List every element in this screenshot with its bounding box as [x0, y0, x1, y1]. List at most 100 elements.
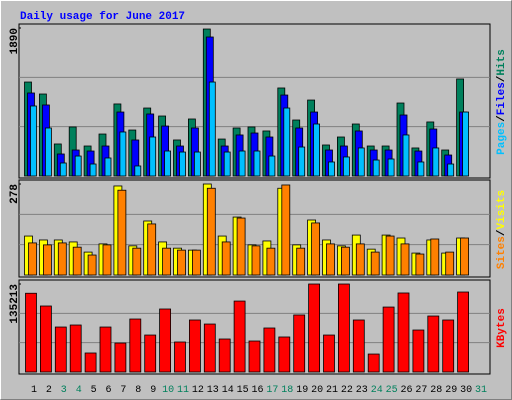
bar: [233, 300, 246, 373]
bar: [87, 254, 97, 276]
x-tick-label: 17: [266, 385, 278, 396]
bar: [311, 222, 321, 276]
bar: [236, 217, 246, 276]
bar: [447, 163, 455, 177]
bar: [298, 146, 306, 177]
bar: [129, 318, 142, 373]
legend: Sites/Visits: [496, 190, 508, 269]
legend-entry: Visits: [496, 190, 508, 230]
x-tick-label: 1: [31, 385, 37, 396]
bar: [218, 338, 231, 373]
y-max-label: 1890: [9, 28, 21, 54]
bar: [119, 131, 127, 177]
x-tick-label: 18: [281, 385, 293, 396]
bar: [385, 235, 395, 276]
bar: [337, 283, 350, 373]
bar: [54, 326, 67, 373]
bar: [296, 247, 306, 276]
y-max-label: 135213: [9, 284, 21, 324]
bar: [382, 306, 395, 373]
bar: [221, 241, 231, 276]
bar: [387, 158, 395, 177]
bar: [430, 238, 440, 276]
chart-title: Daily usage for June 2017: [20, 11, 185, 23]
bar: [340, 246, 350, 276]
bar: [74, 155, 82, 177]
x-tick-label: 21: [326, 385, 338, 396]
bar: [357, 147, 365, 177]
bar: [283, 107, 291, 177]
x-tick-label: 25: [386, 385, 398, 396]
bar: [253, 150, 261, 177]
bar: [462, 111, 470, 177]
bar: [84, 352, 97, 373]
bar: [25, 292, 37, 373]
legend-separator: /: [496, 229, 508, 236]
bar: [412, 329, 425, 373]
bar: [164, 150, 172, 177]
bar: [223, 151, 231, 177]
x-tick-label: 11: [177, 385, 189, 396]
bar: [134, 165, 142, 177]
bar: [188, 319, 201, 373]
bar: [30, 105, 37, 177]
x-tick-label: 15: [237, 385, 249, 396]
bar: [69, 324, 82, 373]
bar: [132, 247, 142, 276]
bar: [144, 334, 157, 373]
x-tick-label: 7: [120, 385, 126, 396]
bar: [149, 136, 157, 177]
bar: [427, 315, 440, 373]
legend-separator: /: [496, 115, 508, 122]
bar: [45, 127, 52, 177]
bar: [177, 249, 186, 276]
bar: [104, 157, 112, 177]
bar: [281, 184, 291, 276]
bar: [206, 187, 216, 276]
legend-entry: Hits: [496, 49, 508, 75]
bar: [193, 151, 201, 177]
bar: [114, 342, 127, 373]
bar: [263, 327, 276, 373]
bar: [417, 161, 425, 177]
x-tick-label: 6: [105, 385, 111, 396]
x-tick-label: 10: [162, 385, 174, 396]
bar: [370, 251, 380, 276]
x-tick-label: 12: [192, 385, 204, 396]
x-tick-label: 5: [91, 385, 97, 396]
x-tick-label: 2: [46, 385, 52, 396]
bar: [191, 249, 201, 276]
bar: [102, 244, 112, 276]
bar: [159, 308, 172, 373]
bar: [117, 189, 127, 276]
bar: [179, 151, 186, 177]
x-tick-label: 8: [135, 385, 141, 396]
bar: [99, 326, 112, 373]
bar: [251, 245, 261, 276]
bar: [238, 150, 246, 177]
x-tick-label: 19: [296, 385, 308, 396]
bar: [208, 81, 216, 177]
bar: [323, 334, 335, 373]
bar: [460, 237, 470, 276]
bar: [355, 243, 365, 276]
x-tick-label: 9: [150, 385, 156, 396]
x-tick-label: 31: [475, 385, 487, 396]
x-tick-label: 22: [341, 385, 353, 396]
bar: [28, 242, 37, 276]
bar: [293, 314, 306, 373]
legend: Pages/Files/Hits: [496, 49, 508, 155]
x-tick-label: 24: [371, 385, 383, 396]
x-tick-label: 4: [76, 385, 82, 396]
bar: [43, 244, 52, 276]
x-tick-label: 26: [400, 385, 412, 396]
x-tick-label: 27: [415, 385, 427, 396]
bar: [308, 283, 321, 373]
legend-entry: Pages: [496, 122, 508, 155]
x-tick-label: 20: [311, 385, 323, 396]
bar: [400, 243, 410, 276]
bar: [313, 123, 321, 177]
bar: [89, 163, 97, 177]
x-tick-label: 28: [430, 385, 442, 396]
